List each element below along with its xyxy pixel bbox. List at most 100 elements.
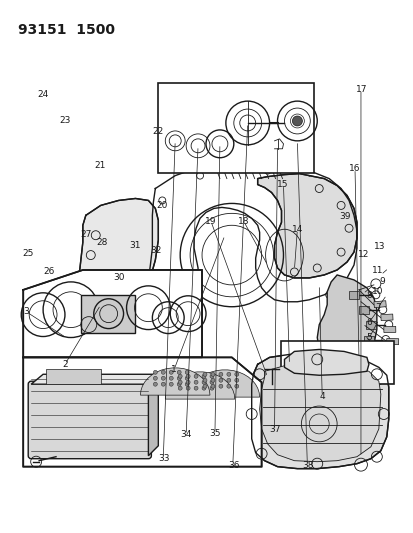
Circle shape <box>226 378 230 382</box>
Circle shape <box>202 378 206 382</box>
Text: 27: 27 <box>80 230 91 239</box>
Text: 28: 28 <box>96 238 107 247</box>
Text: 23: 23 <box>59 116 71 125</box>
Bar <box>365 321 375 328</box>
Circle shape <box>211 378 214 382</box>
Circle shape <box>169 376 173 380</box>
Text: 5: 5 <box>366 334 371 343</box>
Circle shape <box>177 376 181 380</box>
Circle shape <box>202 374 206 378</box>
Text: 10: 10 <box>371 287 382 296</box>
Text: 26: 26 <box>43 267 54 276</box>
Circle shape <box>209 374 214 378</box>
Text: 37: 37 <box>268 425 280 434</box>
Text: 25: 25 <box>22 249 34 258</box>
Circle shape <box>169 382 173 386</box>
Polygon shape <box>140 368 209 395</box>
Polygon shape <box>31 374 158 384</box>
Polygon shape <box>23 270 202 358</box>
Circle shape <box>202 384 206 388</box>
Bar <box>81 295 135 333</box>
Text: 9: 9 <box>378 277 384 286</box>
Bar <box>366 365 378 372</box>
Text: 3: 3 <box>23 307 29 316</box>
Text: 7: 7 <box>374 303 380 312</box>
Text: 36: 36 <box>228 461 239 470</box>
Circle shape <box>185 376 189 380</box>
Circle shape <box>153 370 157 374</box>
Bar <box>386 338 398 345</box>
Circle shape <box>218 384 222 388</box>
Bar <box>380 351 392 358</box>
Text: 19: 19 <box>205 217 216 226</box>
Bar <box>355 350 365 358</box>
Text: 14: 14 <box>291 225 302 234</box>
Text: 21: 21 <box>94 161 105 171</box>
Polygon shape <box>316 275 376 361</box>
Text: 4: 4 <box>318 392 324 401</box>
Text: 2: 2 <box>62 360 68 369</box>
Bar <box>383 326 395 333</box>
Polygon shape <box>190 370 259 397</box>
Text: 18: 18 <box>238 217 249 226</box>
Circle shape <box>186 374 190 378</box>
Circle shape <box>186 386 190 390</box>
Polygon shape <box>165 372 234 399</box>
Circle shape <box>178 386 182 390</box>
Text: 93151  1500: 93151 1500 <box>18 23 114 37</box>
Text: 20: 20 <box>156 201 167 210</box>
Circle shape <box>161 370 165 374</box>
Text: 16: 16 <box>349 164 360 173</box>
Bar <box>46 369 100 384</box>
Text: 32: 32 <box>150 246 161 255</box>
Text: 39: 39 <box>338 212 350 221</box>
Circle shape <box>218 378 222 382</box>
Bar <box>281 342 393 384</box>
Polygon shape <box>257 174 356 278</box>
Circle shape <box>211 384 214 388</box>
Bar <box>363 336 373 343</box>
Circle shape <box>161 376 165 380</box>
Text: 13: 13 <box>373 242 385 251</box>
Text: 33: 33 <box>158 454 169 463</box>
Circle shape <box>218 372 222 376</box>
Circle shape <box>234 384 238 388</box>
Circle shape <box>226 384 230 388</box>
Text: 22: 22 <box>152 127 163 136</box>
Circle shape <box>211 372 214 376</box>
Circle shape <box>185 370 189 374</box>
Circle shape <box>153 382 157 386</box>
Text: 38: 38 <box>301 461 313 470</box>
Circle shape <box>161 382 165 386</box>
Circle shape <box>202 380 206 384</box>
Text: 17: 17 <box>355 85 366 94</box>
Circle shape <box>178 374 182 378</box>
Circle shape <box>234 378 238 382</box>
FancyBboxPatch shape <box>28 381 151 459</box>
Polygon shape <box>23 358 261 467</box>
Circle shape <box>177 370 181 374</box>
Text: 31: 31 <box>129 241 140 250</box>
Circle shape <box>209 380 214 384</box>
Circle shape <box>185 382 189 386</box>
Bar <box>348 291 358 299</box>
Circle shape <box>194 374 197 378</box>
Text: 11: 11 <box>371 266 382 275</box>
Text: 24: 24 <box>37 90 48 99</box>
Circle shape <box>194 386 197 390</box>
Circle shape <box>202 372 206 376</box>
Text: 34: 34 <box>180 430 192 439</box>
Circle shape <box>177 382 181 386</box>
Text: 1: 1 <box>171 365 176 374</box>
Circle shape <box>153 376 157 380</box>
Text: 35: 35 <box>209 429 221 438</box>
Circle shape <box>234 372 238 376</box>
Polygon shape <box>259 362 380 462</box>
Text: 15: 15 <box>277 180 288 189</box>
Text: 30: 30 <box>113 272 124 281</box>
Bar <box>380 314 392 321</box>
Bar <box>373 301 385 308</box>
Circle shape <box>292 116 301 126</box>
Circle shape <box>169 370 173 374</box>
Circle shape <box>226 372 230 376</box>
